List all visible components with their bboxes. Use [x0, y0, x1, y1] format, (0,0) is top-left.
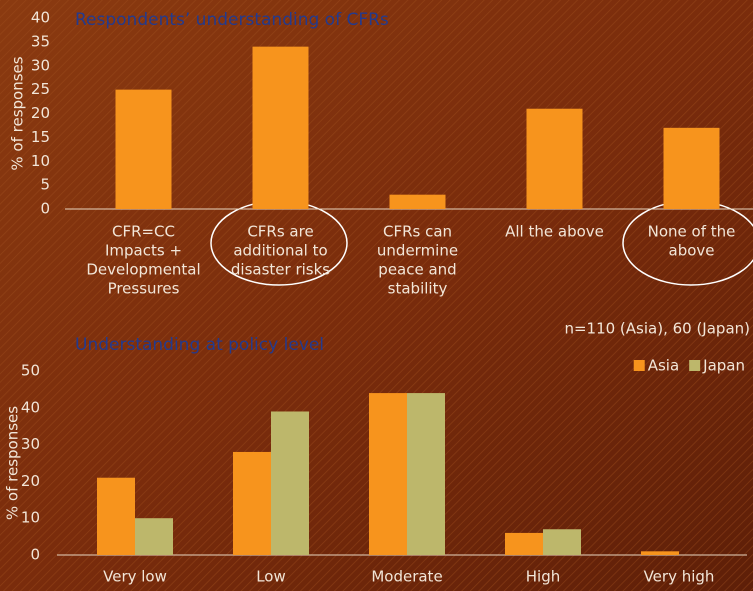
x-tick-label: CFR=CC — [112, 223, 175, 241]
x-tick-label: None of the — [648, 223, 736, 241]
bar — [135, 518, 173, 555]
annotation: n=110 (Asia), 60 (Japan) — [564, 320, 750, 338]
bar — [389, 194, 446, 209]
x-tick-label: Low — [256, 568, 286, 586]
chart-title: Respondents’ understanding of CFRs — [75, 10, 389, 30]
x-tick-label: CFRs can — [383, 223, 452, 241]
y-tick-label: 50 — [21, 362, 40, 380]
x-tick-label: stability — [388, 280, 448, 298]
bar — [543, 529, 581, 555]
bar — [369, 393, 407, 555]
y-axis-label: % of responses — [4, 406, 22, 520]
bar — [407, 393, 445, 555]
x-tick-label: peace and — [378, 261, 456, 279]
y-tick-label: 5 — [40, 176, 50, 194]
x-tick-label: All the above — [505, 223, 604, 241]
x-tick-label: High — [526, 568, 560, 586]
legend-label: Japan — [702, 357, 745, 375]
x-tick-label: disaster risks — [231, 261, 330, 279]
x-tick-label: undermine — [377, 242, 458, 260]
y-tick-label: 10 — [31, 152, 50, 170]
x-tick-label: Developmental — [86, 261, 200, 279]
y-tick-label: 20 — [31, 104, 50, 122]
x-tick-label: above — [669, 242, 715, 260]
bar — [271, 411, 309, 555]
x-tick-label: Pressures — [108, 280, 180, 298]
x-tick-label: CFRs are — [247, 223, 313, 241]
x-tick-label: Very low — [103, 568, 167, 586]
y-tick-label: 0 — [30, 546, 40, 564]
x-tick-label: Moderate — [371, 568, 442, 586]
y-tick-label: 20 — [21, 472, 40, 490]
legend-swatch — [689, 360, 701, 371]
bar — [97, 477, 135, 555]
bar — [505, 532, 543, 555]
bar — [233, 451, 271, 555]
x-tick-label: additional to — [233, 242, 327, 260]
y-tick-label: 10 — [21, 509, 40, 527]
y-tick-label: 40 — [31, 9, 50, 27]
y-tick-label: 40 — [21, 398, 40, 416]
y-tick-label: 35 — [31, 32, 50, 50]
y-tick-label: 15 — [31, 128, 50, 146]
bar — [526, 108, 583, 209]
legend-label: Asia — [648, 357, 679, 375]
y-tick-label: 0 — [40, 200, 50, 218]
bar — [115, 89, 172, 209]
bar — [641, 551, 679, 555]
y-axis-label: % of responses — [9, 56, 27, 170]
y-tick-label: 25 — [31, 80, 50, 98]
x-tick-label: Very high — [644, 568, 715, 586]
y-tick-label: 30 — [21, 435, 40, 453]
x-tick-label: Impacts + — [105, 242, 182, 260]
legend-swatch — [633, 360, 645, 371]
bar — [252, 46, 309, 210]
chart-title: Understanding at policy level — [75, 335, 324, 355]
bar — [663, 127, 720, 209]
y-tick-label: 30 — [31, 56, 50, 74]
